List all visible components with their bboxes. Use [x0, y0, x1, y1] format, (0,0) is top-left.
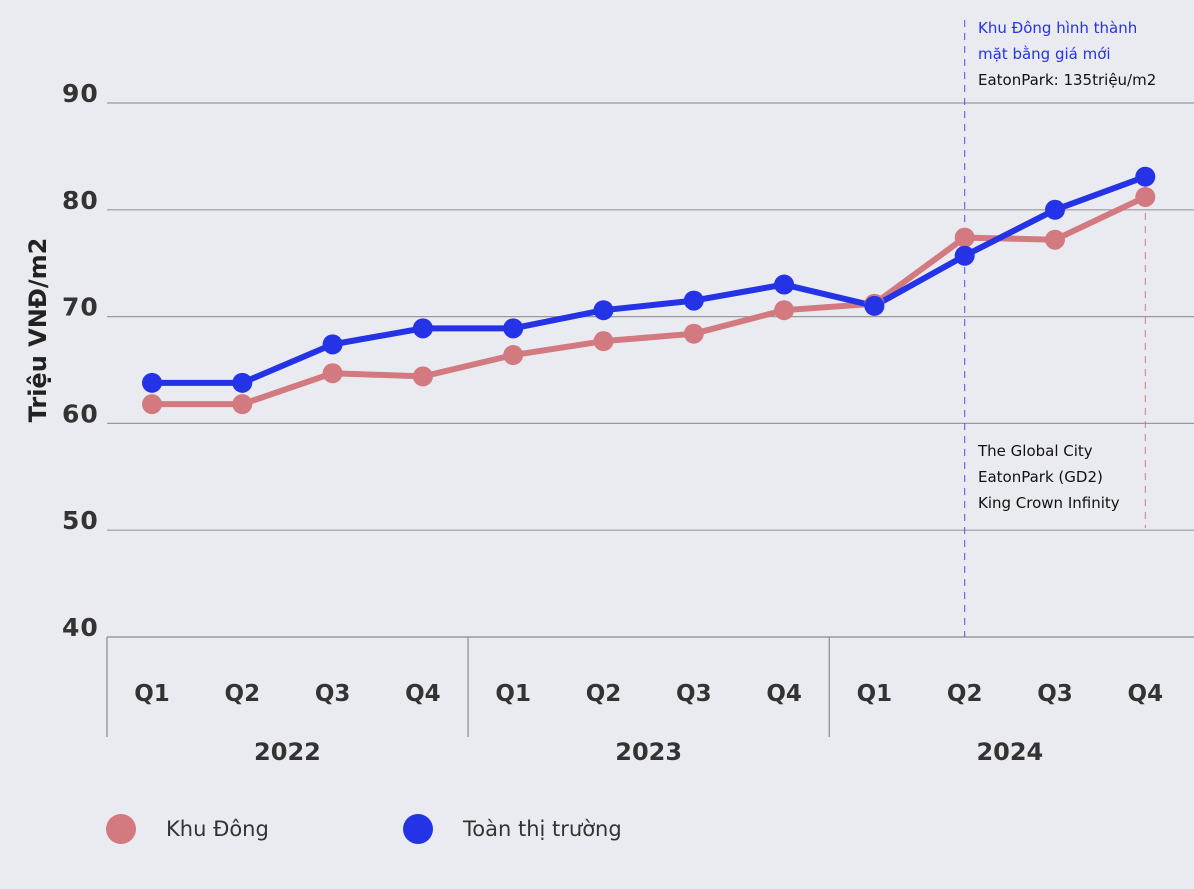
- annotation-top: Khu Đông hình thành mặt bằng giá mới Eat…: [978, 19, 1156, 89]
- data-point: [412, 366, 433, 387]
- x-tick-label: Q3: [1037, 681, 1073, 707]
- annotation-top-line2: mặt bằng giá mới: [978, 45, 1111, 63]
- data-point: [142, 394, 162, 415]
- data-point: [1045, 229, 1065, 250]
- y-tick-label: 70: [62, 293, 99, 322]
- x-tick-label: Q4: [405, 681, 441, 707]
- data-point: [954, 245, 975, 266]
- annotation-bottom-line3: King Crown Infinity: [978, 494, 1120, 512]
- annotation-bottom: The Global City EatonPark (GD2) King Cro…: [977, 442, 1120, 512]
- data-point: [232, 394, 253, 415]
- data-point: [864, 295, 885, 316]
- data-point: [683, 323, 704, 344]
- data-point: [322, 363, 343, 384]
- y-axis-label: Triệu VNĐ/m2: [24, 238, 52, 423]
- series-line: [149, 173, 1149, 386]
- data-point: [774, 300, 795, 321]
- data-point: [232, 372, 253, 393]
- x-group-label: 2022: [254, 738, 321, 766]
- x-tick-label: Q1: [857, 681, 893, 707]
- data-point: [954, 227, 975, 248]
- legend-label-toan-thi-truong: Toàn thị trường: [462, 817, 622, 841]
- y-tick-label: 80: [62, 186, 99, 215]
- annotation-top-line3: EatonPark: 135triệu/m2: [978, 71, 1156, 89]
- annotation-bottom-line1: The Global City: [977, 442, 1093, 460]
- data-point: [1135, 186, 1156, 207]
- series-lines: [142, 166, 1156, 415]
- annotation-bottom-line2: EatonPark (GD2): [978, 468, 1103, 486]
- data-point: [1045, 199, 1065, 220]
- x-group-label: 2024: [976, 738, 1043, 766]
- x-tick-label: Q3: [315, 681, 351, 707]
- y-tick-label: 40: [62, 613, 99, 642]
- y-tick-label: 60: [62, 399, 99, 428]
- data-point: [142, 372, 162, 393]
- annotation-top-line1: Khu Đông hình thành: [978, 19, 1137, 37]
- x-tick-label: Q3: [676, 681, 712, 707]
- legend-marker-khu-dong: [106, 814, 136, 844]
- data-point: [322, 334, 343, 355]
- annotation-lines: [964, 20, 1146, 637]
- y-tick-label: 50: [62, 506, 99, 535]
- x-tick-label: Q4: [1128, 681, 1164, 707]
- x-tick-label: Q2: [586, 681, 622, 707]
- data-point: [503, 318, 524, 339]
- gridlines: [107, 102, 1194, 531]
- legend: Khu Đông Toàn thị trường: [106, 814, 622, 844]
- y-tick-labels: 90 80 70 60 50 40: [62, 79, 99, 642]
- data-point: [593, 300, 614, 321]
- x-tick-label: Q1: [495, 681, 531, 707]
- legend-label-khu-dong: Khu Đông: [166, 817, 269, 841]
- data-point: [593, 331, 614, 352]
- data-point: [683, 290, 704, 311]
- y-tick-label: 90: [62, 79, 99, 108]
- data-point: [412, 318, 433, 339]
- x-group-label: 2023: [615, 738, 682, 766]
- data-point: [503, 345, 524, 366]
- data-point: [774, 274, 795, 295]
- data-point: [1135, 166, 1156, 187]
- x-tick-label: Q1: [134, 681, 170, 707]
- x-tick-label: Q4: [766, 681, 802, 707]
- series-line: [149, 193, 1149, 408]
- x-tick-label: Q2: [947, 681, 983, 707]
- x-axis: 2022 2023 2024 Q1 Q2 Q3 Q4 Q1 Q2 Q3 Q4 Q1 Q2 Q3 Q4: [106, 636, 1194, 766]
- x-tick-label: Q2: [225, 681, 261, 707]
- legend-marker-toan-thi-truong: [403, 814, 433, 844]
